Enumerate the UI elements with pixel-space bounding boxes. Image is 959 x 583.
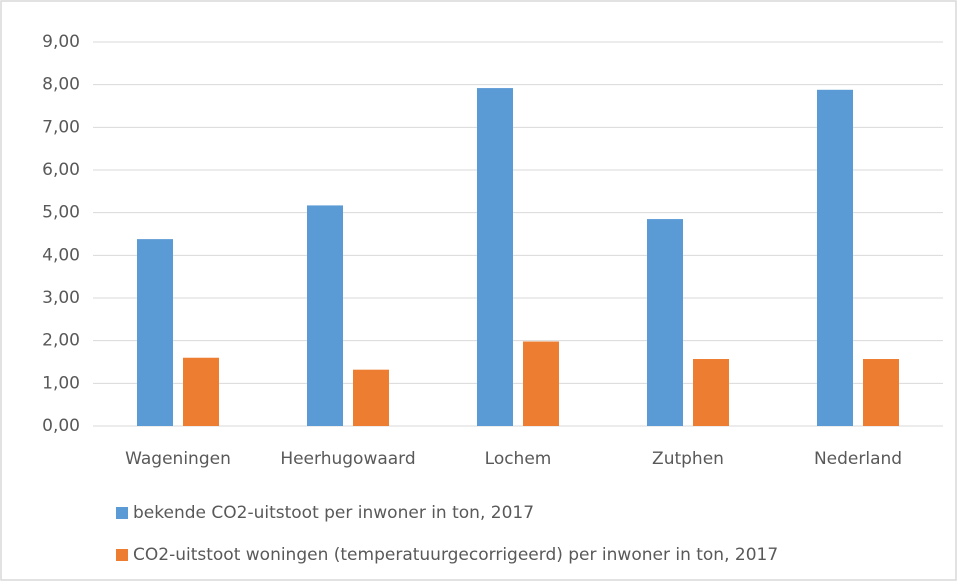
- legend-label: bekende CO2-uitstoot per inwoner in ton,…: [133, 503, 534, 523]
- bar: [523, 341, 559, 426]
- bar: [353, 369, 389, 426]
- bar: [817, 89, 853, 426]
- bar: [647, 219, 683, 426]
- bar: [307, 205, 343, 426]
- x-tick-label: Zutphen: [652, 449, 724, 469]
- y-tick-label: 6,00: [42, 160, 80, 180]
- x-tick-label: Wageningen: [125, 449, 231, 469]
- x-tick-label: Lochem: [485, 449, 552, 469]
- y-tick-label: 1,00: [42, 373, 80, 393]
- y-tick-label: 5,00: [42, 203, 80, 223]
- legend-label: CO2-uitstoot woningen (temperatuurgecorr…: [133, 545, 778, 565]
- y-tick-label: 7,00: [42, 117, 80, 137]
- y-tick-label: 8,00: [42, 75, 80, 95]
- y-tick-label: 4,00: [42, 245, 80, 265]
- x-tick-label: Nederland: [814, 449, 902, 469]
- y-tick-label: 0,00: [42, 416, 80, 436]
- bar: [863, 359, 899, 426]
- bar: [183, 357, 219, 426]
- legend-swatch: [116, 507, 128, 519]
- bar: [137, 239, 173, 426]
- bar: [477, 88, 513, 426]
- bar: [693, 359, 729, 426]
- y-tick-label: 3,00: [42, 288, 80, 308]
- y-tick-label: 9,00: [42, 32, 80, 52]
- x-tick-label: Heerhugowaard: [280, 449, 415, 469]
- y-tick-label: 2,00: [42, 331, 80, 351]
- legend-swatch: [116, 549, 128, 561]
